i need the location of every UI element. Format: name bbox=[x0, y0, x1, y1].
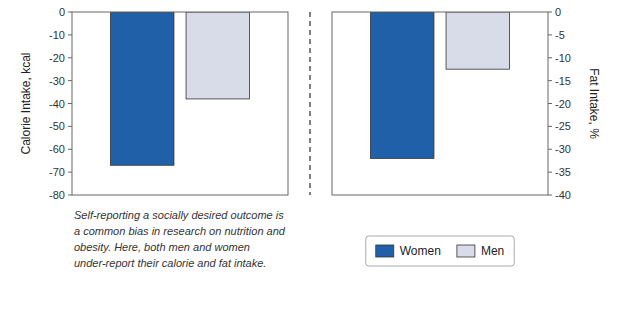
tick-mark bbox=[548, 195, 552, 196]
tick-label: -50 bbox=[49, 120, 65, 132]
legend: Women Men bbox=[366, 236, 514, 266]
y-axis-label: Fat Intake, % bbox=[587, 68, 601, 139]
tick-mark bbox=[548, 126, 552, 127]
tick-mark bbox=[68, 12, 72, 13]
tick-label: -30 bbox=[49, 75, 65, 87]
tick-mark bbox=[68, 80, 72, 81]
tick-mark bbox=[548, 12, 552, 13]
tick-mark bbox=[68, 172, 72, 173]
tick-label: 0 bbox=[555, 6, 561, 18]
tick-label: -20 bbox=[49, 52, 65, 64]
tick-mark bbox=[68, 195, 72, 196]
tick-mark bbox=[548, 172, 552, 173]
plot-frame bbox=[72, 12, 288, 195]
panel: WomenMen 0 -10 -20 -30 -40 -50 -60 -70 -80 Calorie… bbox=[19, 6, 288, 269]
legend-swatch bbox=[376, 245, 394, 257]
y-axis-label: Calorie Intake, kcal bbox=[19, 52, 33, 154]
annotation: a common bias in research on nutrition a… bbox=[74, 225, 286, 237]
bar: Men bbox=[446, 12, 510, 69]
tick-label: -15 bbox=[555, 75, 571, 87]
tick-label: 0 bbox=[59, 6, 65, 18]
tick-label: -80 bbox=[49, 189, 65, 201]
tick-label: -40 bbox=[49, 98, 65, 110]
plot-frame bbox=[332, 12, 548, 195]
bar: Women bbox=[110, 12, 174, 165]
tick-mark bbox=[68, 126, 72, 127]
tick-label: -40 bbox=[555, 189, 571, 201]
divider bbox=[310, 12, 311, 195]
tick-label: -30 bbox=[555, 143, 571, 155]
tick-mark bbox=[548, 149, 552, 150]
bar: Men bbox=[186, 12, 250, 99]
bars: WomenMen bbox=[110, 12, 249, 165]
legend-frame bbox=[366, 236, 514, 266]
annotation: Self-reporting a socially desired outcom… bbox=[74, 209, 284, 221]
bar: Women bbox=[370, 12, 434, 158]
tick-mark bbox=[68, 103, 72, 104]
tick-label: -10 bbox=[555, 52, 571, 64]
tick-mark bbox=[548, 80, 552, 81]
annotation: under-report their calorie and fat intak… bbox=[74, 257, 266, 269]
tick-label: -5 bbox=[555, 29, 565, 41]
tick-mark bbox=[548, 103, 552, 104]
chart-root: WomenMen0-10-20-30-40-50-60-70-80Calorie… bbox=[0, 0, 620, 325]
legend-label: Men bbox=[481, 244, 504, 258]
tick-label: -20 bbox=[555, 98, 571, 110]
legend-swatch bbox=[457, 245, 475, 257]
tick-mark bbox=[548, 34, 552, 35]
tick-mark bbox=[68, 57, 72, 58]
annotation: obesity. Here, both men and women bbox=[74, 241, 250, 253]
tick-mark bbox=[68, 34, 72, 35]
tick-label: -10 bbox=[49, 29, 65, 41]
tick-label: -25 bbox=[555, 120, 571, 132]
tick-label: -35 bbox=[555, 166, 571, 178]
tick-mark bbox=[548, 57, 552, 58]
tick-label: -70 bbox=[49, 166, 65, 178]
tick-label: -60 bbox=[49, 143, 65, 155]
panel: WomenMen0-5-10-15-20-25-30-35-40Fat Inta… bbox=[332, 6, 601, 266]
bars: WomenMen bbox=[370, 12, 509, 158]
legend-label: Women bbox=[400, 244, 441, 258]
tick-mark bbox=[68, 149, 72, 150]
